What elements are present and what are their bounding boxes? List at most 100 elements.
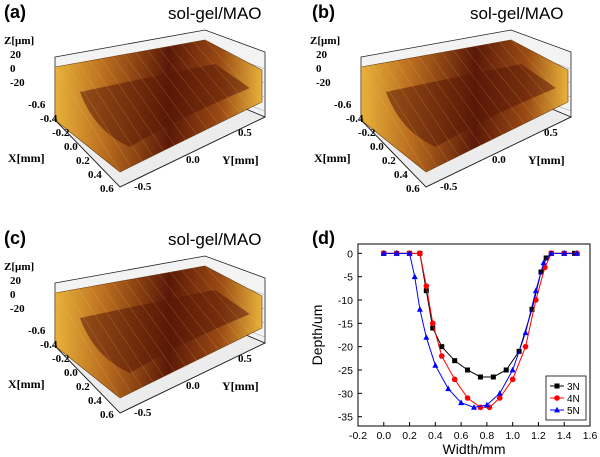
y-tick-label: 0.0 xyxy=(492,154,506,166)
y-axis-label: Y[mm] xyxy=(528,153,565,167)
x-tick-label: -0.2 xyxy=(52,353,70,365)
x-tick-label: 1.6 xyxy=(583,430,598,442)
data-point-4N xyxy=(542,264,548,271)
x-axis-label: X[mm] xyxy=(8,151,45,165)
x-tick-label: 1.0 xyxy=(505,430,520,442)
data-point-4N xyxy=(496,395,503,401)
data-point-5N xyxy=(574,250,581,256)
legend-marker-4N xyxy=(554,395,560,401)
y-tick-label: 0.5 xyxy=(238,127,252,139)
data-point-3N xyxy=(477,374,483,380)
legend-marker-5N xyxy=(554,406,560,413)
x-tick-label: -0.6 xyxy=(334,99,352,111)
panel-c-title: sol-gel/MAO xyxy=(168,230,262,249)
data-point-4N xyxy=(464,395,471,401)
data-point-5N xyxy=(432,362,439,368)
panel-a-label: (a) xyxy=(4,2,26,22)
x-tick-label: 0.4 xyxy=(394,169,408,181)
z-axis-label: Z[µm] xyxy=(4,261,34,273)
z-tick-label: 0 xyxy=(10,289,16,301)
x-tick-label: 0.0 xyxy=(64,141,78,153)
legend-marker-3N xyxy=(554,383,560,389)
x-tick-label: 0.4 xyxy=(88,169,102,181)
x-tick-label: 0.4 xyxy=(88,395,102,407)
y-tick-label: -20 xyxy=(338,342,353,354)
data-point-5N xyxy=(522,329,529,336)
data-point-5N xyxy=(423,334,430,340)
trough-shading xyxy=(80,64,250,147)
x-tick-label: 0.4 xyxy=(428,430,443,442)
y-tick-label: -35 xyxy=(338,412,353,424)
data-point-5N xyxy=(561,250,568,256)
data-point-4N xyxy=(417,250,423,257)
legend-label: 5N xyxy=(567,406,580,417)
x-tick-label: 0.2 xyxy=(382,155,396,167)
x-tick-label: 0.6 xyxy=(100,409,114,421)
panel-a-title: sol-gel/MAO xyxy=(168,4,262,23)
series-line-3N xyxy=(383,252,575,378)
y-tick-label: -25 xyxy=(338,365,353,377)
y-tick-label: -15 xyxy=(338,318,353,330)
data-point-3N xyxy=(430,325,436,331)
x-axis-label: X[mm] xyxy=(314,151,351,165)
data-point-4N xyxy=(429,320,436,327)
legend-label: 4N xyxy=(567,394,580,405)
data-point-5N xyxy=(411,273,418,280)
depth-profile-chart: -0.2 0.0 0.2 0.4 0.6 0.8 1.0 1.2 1.4 1.6 0 -5 -10 -15… xyxy=(309,243,598,457)
y-tick-label: 0 xyxy=(347,248,353,260)
data-point-3N xyxy=(452,358,458,364)
data-point-4N xyxy=(509,376,516,383)
data-point-5N xyxy=(532,287,539,294)
data-point-3N xyxy=(490,374,496,380)
x-tick-label: 0.6 xyxy=(454,430,469,442)
z-axis-label: Z[µm] xyxy=(310,35,340,47)
surface-plot-a: Z[µm] 20 0 -20-0.6 -0.4 -0.2 0.0 0.2 0.4 0.6 X[mm]… xyxy=(4,29,266,195)
data-point-4N xyxy=(451,376,458,383)
z-tick-label: 20 xyxy=(316,49,328,61)
trough-shading xyxy=(386,64,556,147)
y-tick-label: 0.0 xyxy=(186,380,200,392)
y-tick-label: -0.5 xyxy=(134,407,152,419)
y-axis-label: Y[mm] xyxy=(222,153,259,167)
x-tick-label: 0.6 xyxy=(100,183,114,195)
y-axis-label: Depth/um xyxy=(309,305,325,366)
data-point-3N xyxy=(439,344,445,350)
x-tick-label: 0.8 xyxy=(480,430,495,442)
legend-label: 3N xyxy=(567,382,580,393)
data-point-5N xyxy=(483,401,490,408)
x-tick-label: 0.2 xyxy=(76,381,90,393)
y-tick-label: 0.5 xyxy=(238,353,252,365)
z-tick-label: 0 xyxy=(10,63,16,75)
panel-c-label: (c) xyxy=(4,228,26,248)
data-point-5N xyxy=(406,250,413,256)
data-point-3N xyxy=(423,288,429,294)
data-point-5N xyxy=(548,250,555,256)
data-point-4N xyxy=(533,297,539,303)
x-tick-label: 1.2 xyxy=(531,430,546,442)
data-point-4N xyxy=(423,283,430,289)
panel-b-label: (b) xyxy=(312,2,335,22)
data-point-5N xyxy=(496,390,503,396)
data-point-3N xyxy=(529,306,535,312)
data-point-3N xyxy=(465,367,471,373)
x-tick-label: -0.2 xyxy=(358,127,376,139)
x-tick-label: -0.2 xyxy=(52,127,70,139)
data-point-5N xyxy=(540,259,547,266)
x-tick-label: -0.4 xyxy=(346,113,364,125)
z-tick-label: 20 xyxy=(10,49,22,61)
x-axis-label: X[mm] xyxy=(8,377,45,391)
y-tick-label: -0.5 xyxy=(134,181,152,193)
y-tick-label: -5 xyxy=(344,272,353,284)
x-tick-label: 0.0 xyxy=(370,141,384,153)
data-point-5N xyxy=(509,366,516,373)
data-point-5N xyxy=(393,250,400,256)
x-tick-label: 0.2 xyxy=(76,155,90,167)
data-point-5N xyxy=(416,306,423,312)
x-tick-label: -0.6 xyxy=(28,325,46,337)
z-tick-label: -20 xyxy=(10,77,25,89)
x-axis-label: Width/mm xyxy=(443,441,506,457)
panel-b-title: sol-gel/MAO xyxy=(470,4,564,23)
x-tick-label: -0.2 xyxy=(349,430,367,442)
surface-plot-b: Z[µm] 20 0 -20-0.6 -0.4 -0.2 0.0 0.2 0.4 0.6 X[mm]… xyxy=(310,29,572,195)
y-axis-label: Y[mm] xyxy=(222,379,259,393)
